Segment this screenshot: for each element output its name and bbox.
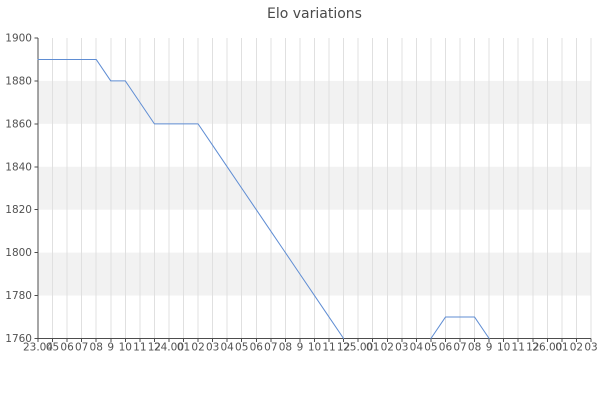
x-tick-label: 12	[148, 342, 161, 354]
elo-line-segment	[430, 316, 490, 339]
x-tick-label: 11	[512, 342, 525, 354]
x-tick-label: 11	[133, 342, 146, 354]
x-tick-label: 11	[322, 342, 335, 354]
x-tick-label: 01	[555, 342, 568, 354]
x-tick-label: 04	[410, 342, 424, 354]
x-tick-label: 03	[206, 342, 219, 354]
x-tick-label: 01	[177, 342, 190, 354]
y-tick-label: 1820	[5, 204, 32, 216]
x-tick-label: 10	[308, 342, 321, 354]
y-tick-label: 1800	[5, 247, 32, 259]
x-tick-label: 01	[366, 342, 379, 354]
x-tick-label: 03	[395, 342, 408, 354]
y-tick-label: 1840	[5, 161, 32, 173]
x-tick-label: 06	[60, 342, 74, 354]
x-tick-label: 02	[381, 342, 394, 354]
x-tick-label: 26.00	[532, 342, 562, 354]
x-tick-label: 23.04	[23, 342, 53, 354]
x-tick-label: 02	[191, 342, 204, 354]
x-tick-label: 05	[424, 342, 437, 354]
x-tick-label: 9	[107, 342, 114, 354]
x-tick-label: 07	[453, 342, 466, 354]
y-tick-label: 1860	[5, 118, 32, 130]
x-tick-label: 08	[90, 342, 103, 354]
elo-line-segment	[37, 58, 345, 339]
elo-line	[37, 58, 490, 339]
y-tick-label: 1780	[5, 290, 32, 302]
x-tick-label: 07	[75, 342, 88, 354]
x-tick-label: 9	[297, 342, 304, 354]
x-tick-label: 06	[250, 342, 264, 354]
y-axis-labels: 1760 1780 1800 1820 1840 1860 1880 1900	[5, 33, 32, 346]
x-tick-label: 02	[570, 342, 583, 354]
x-tick-label: 06	[439, 342, 453, 354]
x-tick-label: 07	[264, 342, 277, 354]
x-tick-label: 08	[279, 342, 292, 354]
x-tick-label: 25.00	[343, 342, 373, 354]
y-tick-label: 1900	[5, 33, 32, 45]
x-tick-label: 12	[337, 342, 350, 354]
y-tick-label: 1760	[5, 333, 32, 345]
x-tick-label: 03	[584, 342, 597, 354]
x-tick-label: 05	[46, 342, 59, 354]
x-tick-label: 08	[468, 342, 481, 354]
x-tick-label: 05	[235, 342, 248, 354]
x-tick-label: 04	[220, 342, 234, 354]
y-tick-label: 1880	[5, 75, 32, 87]
x-tick-label: 24.00	[154, 342, 184, 354]
x-tick-label: 9	[486, 342, 493, 354]
gridlines	[52, 38, 592, 339]
x-tick-label: 10	[497, 342, 510, 354]
x-tick-label: 12	[526, 342, 539, 354]
chart-title: Elo variations	[267, 6, 362, 22]
axes	[34, 37, 592, 342]
x-tick-label: 10	[119, 342, 132, 354]
